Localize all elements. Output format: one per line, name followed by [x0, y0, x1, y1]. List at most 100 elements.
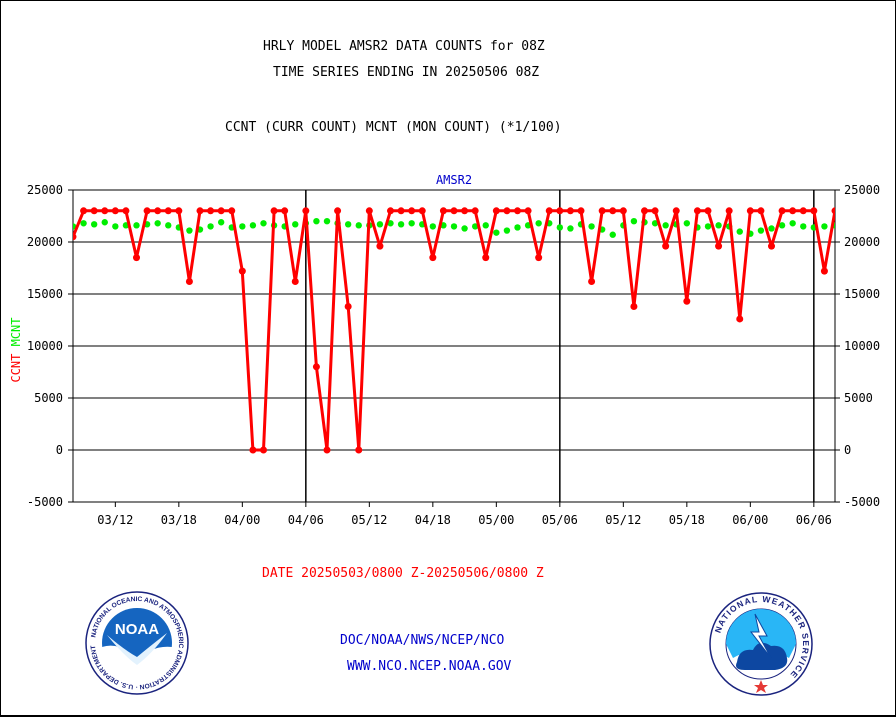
- data-point-ccnt: [185, 278, 193, 286]
- data-point-ccnt: [831, 207, 835, 215]
- y-tick-label-right: 20000: [844, 235, 880, 249]
- data-point-ccnt: [757, 207, 765, 215]
- data-point-ccnt: [588, 278, 596, 286]
- data-point-mcnt: [429, 223, 437, 230]
- nws-logo-icon: NATIONAL WEATHER SERVICE: [709, 592, 813, 696]
- data-point-ccnt: [207, 207, 215, 215]
- data-point-mcnt: [588, 223, 595, 230]
- data-point-mcnt: [397, 221, 405, 228]
- noaa-logo-icon: NATIONAL OCEANIC AND ATMOSPHERIC ADMINIS…: [83, 591, 189, 695]
- y-tick-label-right: -5000: [844, 495, 880, 509]
- data-point-mcnt: [704, 223, 712, 230]
- data-point-ccnt: [73, 233, 77, 241]
- data-point-ccnt: [641, 207, 648, 215]
- data-point-ccnt: [609, 207, 617, 215]
- data-point-ccnt: [111, 207, 119, 215]
- date-range-label: DATE 20250503/0800 Z-20250506/0800 Z: [262, 566, 544, 581]
- data-point-mcnt: [514, 224, 521, 231]
- data-point-ccnt: [545, 207, 553, 215]
- website-link[interactable]: WWW.NCO.NCEP.NOAA.GOV: [347, 659, 512, 674]
- plot-title: AMSR2: [436, 173, 472, 187]
- data-point-mcnt: [154, 220, 161, 227]
- data-point-mcnt: [609, 231, 616, 238]
- data-point-mcnt: [355, 222, 362, 229]
- data-point-mcnt: [165, 222, 172, 229]
- y-axis-label-gap: [9, 346, 23, 353]
- x-tick-label: 05/12: [605, 513, 641, 527]
- data-point-mcnt: [482, 222, 489, 229]
- data-point-ccnt: [260, 446, 267, 454]
- x-tick-label: 04/00: [224, 513, 260, 527]
- chart-subtitle-legend: CCNT (CURR COUNT) MCNT (MON COUNT) (*1/1…: [225, 120, 562, 135]
- x-tick-label: 06/00: [732, 513, 768, 527]
- data-point-ccnt: [768, 242, 775, 250]
- data-point-ccnt: [651, 207, 659, 215]
- x-tick-label: 03/18: [161, 513, 197, 527]
- data-point-ccnt: [672, 207, 680, 215]
- chart-subtitle-time: TIME SERIES ENDING IN 20250506 08Z: [273, 65, 540, 80]
- data-point-ccnt: [164, 207, 172, 215]
- y-tick-label-left: 20000: [27, 235, 63, 249]
- data-point-ccnt: [429, 254, 437, 262]
- data-point-ccnt: [598, 207, 606, 215]
- data-point-ccnt: [704, 207, 712, 215]
- x-tick-label: 05/12: [351, 513, 387, 527]
- data-point-ccnt: [439, 207, 447, 215]
- data-point-mcnt: [313, 218, 320, 225]
- data-point-mcnt: [535, 220, 542, 227]
- chart-title: HRLY MODEL AMSR2 DATA COUNTS for 08Z: [263, 39, 545, 54]
- y-tick-label-left: -5000: [27, 495, 63, 509]
- data-point-ccnt: [355, 446, 363, 454]
- data-point-ccnt: [715, 242, 723, 250]
- data-point-mcnt: [461, 225, 468, 232]
- data-point-ccnt: [387, 207, 394, 215]
- data-point-ccnt: [471, 207, 479, 215]
- data-point-ccnt: [746, 207, 754, 215]
- data-point-mcnt: [736, 228, 743, 235]
- data-point-ccnt: [302, 207, 310, 215]
- data-point-mcnt: [757, 227, 765, 234]
- series-ccnt: [73, 207, 835, 454]
- x-tick-label: 03/12: [97, 513, 133, 527]
- data-point-ccnt: [196, 207, 204, 215]
- data-point-mcnt: [133, 222, 140, 229]
- data-point-mcnt: [493, 229, 500, 236]
- data-point-mcnt: [80, 220, 87, 227]
- org-path-link[interactable]: DOC/NOAA/NWS/NCEP/NCO: [340, 633, 505, 648]
- data-point-ccnt: [630, 302, 638, 310]
- data-point-mcnt: [207, 223, 214, 230]
- data-point-mcnt: [768, 225, 775, 232]
- y-tick-label-left: 5000: [34, 391, 63, 405]
- y-axis-label-mcnt: MCNT: [9, 317, 23, 346]
- data-point-mcnt: [800, 223, 807, 230]
- data-point-mcnt: [662, 222, 669, 229]
- data-point-mcnt: [821, 223, 828, 230]
- data-point-mcnt: [90, 221, 98, 228]
- x-tick-label: 05/18: [669, 513, 705, 527]
- data-point-ccnt: [482, 254, 490, 262]
- x-tick-label: 05/00: [478, 513, 514, 527]
- data-point-mcnt: [503, 227, 511, 234]
- data-point-mcnt: [789, 220, 796, 227]
- x-tick-label: 04/18: [415, 513, 451, 527]
- data-point-ccnt: [312, 363, 320, 371]
- y-tick-label-right: 5000: [844, 391, 873, 405]
- data-point-mcnt: [186, 227, 193, 234]
- data-point-mcnt: [292, 221, 299, 228]
- data-point-ccnt: [693, 207, 701, 215]
- data-point-mcnt: [376, 221, 384, 228]
- y-tick-label-left: 15000: [27, 287, 63, 301]
- data-point-mcnt: [323, 218, 331, 225]
- data-point-ccnt: [397, 207, 405, 215]
- data-point-mcnt: [651, 220, 659, 227]
- data-point-ccnt: [492, 207, 500, 215]
- data-point-ccnt: [238, 267, 246, 275]
- data-point-mcnt: [408, 220, 415, 227]
- data-point-mcnt: [567, 225, 574, 232]
- data-point-ccnt: [619, 207, 627, 215]
- data-point-ccnt: [535, 254, 543, 262]
- data-point-mcnt: [239, 223, 246, 230]
- noaa-logo-text: NOAA: [115, 621, 159, 638]
- data-point-ccnt: [334, 207, 342, 215]
- data-point-ccnt: [820, 267, 828, 275]
